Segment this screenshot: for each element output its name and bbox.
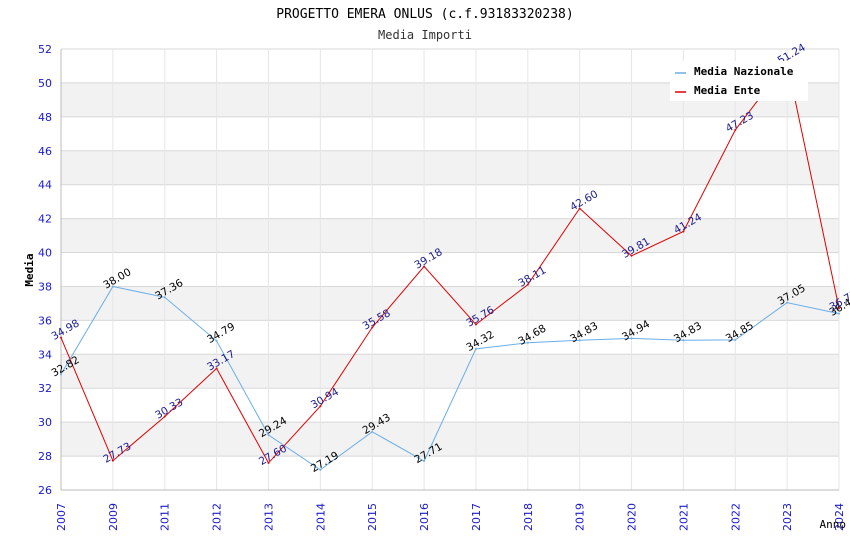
- x-tick-label: 2020: [626, 503, 639, 531]
- data-point-media-ente: [371, 326, 374, 329]
- data-point-media-nazionale: [682, 339, 685, 342]
- data-point-media-nazionale: [474, 347, 477, 350]
- x-tick-label: 2019: [574, 503, 587, 531]
- data-point-media-nazionale: [267, 434, 270, 437]
- y-tick-label: 50: [38, 77, 52, 90]
- data-point-media-nazionale: [526, 341, 529, 344]
- grid-band: [61, 218, 839, 253]
- x-tick-label: 2021: [677, 503, 690, 531]
- data-point-media-ente: [215, 367, 218, 370]
- data-point-media-nazionale: [319, 468, 322, 471]
- y-tick-label: 34: [38, 348, 52, 361]
- y-tick-label: 42: [38, 213, 52, 226]
- legend-label-media-ente: Media Ente: [694, 84, 761, 97]
- grid-band: [61, 286, 839, 321]
- x-axis-label: Anno: [820, 518, 847, 531]
- x-tick-label: 2022: [729, 503, 742, 531]
- x-tick-label: 2016: [418, 503, 431, 531]
- data-point-media-ente: [319, 405, 322, 408]
- legend-label-media-nazionale: Media Nazionale: [694, 65, 794, 78]
- x-tick-label: 2018: [522, 503, 535, 531]
- chart-subtitle: Media Importi: [378, 28, 472, 42]
- grid-band: [61, 456, 839, 490]
- data-point-media-ente: [267, 461, 270, 464]
- y-tick-label: 52: [38, 43, 52, 56]
- data-point-media-nazionale: [630, 337, 633, 340]
- data-point-media-nazionale: [163, 296, 166, 299]
- data-point-media-nazionale: [371, 430, 374, 433]
- grid-band: [61, 422, 839, 457]
- data-point-media-ente: [111, 459, 114, 462]
- grid-band: [61, 320, 839, 355]
- chart-title: PROGETTO EMERA ONLUS (c.f.93183320238): [276, 7, 573, 22]
- series-line-media-nazionale: [60, 285, 840, 471]
- x-tick-label: 2014: [314, 503, 327, 531]
- data-point-media-nazionale: [838, 312, 840, 315]
- grid-band: [61, 184, 839, 219]
- y-tick-label: 46: [38, 145, 52, 158]
- legend-box: [670, 61, 808, 101]
- x-tick-label: 2017: [470, 503, 483, 531]
- y-tick-label: 26: [38, 484, 52, 497]
- grid: [60, 48, 840, 491]
- grid-band: [61, 252, 839, 287]
- series-lines: [60, 60, 840, 471]
- y-tick-label: 44: [38, 179, 52, 192]
- data-point-media-nazionale: [60, 373, 62, 376]
- x-tick-label: 2013: [262, 503, 275, 531]
- series-line-media-ente: [60, 60, 840, 464]
- y-tick-label: 38: [38, 280, 52, 293]
- x-tick-label: 2011: [159, 503, 172, 531]
- data-point-media-ente: [838, 307, 840, 310]
- y-tick-label: 48: [38, 111, 52, 124]
- data-point-media-ente: [423, 265, 426, 268]
- data-point-media-nazionale: [734, 338, 737, 341]
- y-tick-label: 30: [38, 416, 52, 429]
- data-point-media-nazionale: [111, 285, 114, 288]
- data-point-media-ente: [163, 415, 166, 418]
- data-point-media-nazionale: [578, 339, 581, 342]
- x-tick-label: 2023: [781, 503, 794, 531]
- x-tick-label: 2009: [107, 503, 120, 531]
- y-axis-label: Media: [23, 253, 36, 286]
- y-tick-label: 36: [38, 314, 52, 327]
- legend: Media Nazionale Media Ente: [670, 61, 808, 101]
- y-tick-label: 32: [38, 382, 52, 395]
- data-point-media-ente: [474, 323, 477, 326]
- x-tick-label: 2012: [211, 503, 224, 531]
- grid-band: [61, 116, 839, 151]
- data-point-media-ente: [682, 230, 685, 233]
- data-point-media-ente: [526, 283, 529, 286]
- data-point-media-nazionale: [423, 459, 426, 462]
- x-tick-label: 2015: [366, 503, 379, 531]
- y-tick-label: 40: [38, 247, 52, 260]
- data-point-media-ente: [630, 254, 633, 257]
- data-point-media-ente: [60, 336, 62, 339]
- y-tick-label: 28: [38, 450, 52, 463]
- axes: 26 28 30 32 34 36 38 40 42 44 46 48 50 52 2007 2009 2011…: [38, 43, 846, 531]
- grid-band: [61, 150, 839, 185]
- grid-band: [61, 354, 839, 389]
- data-point-media-nazionale: [786, 301, 789, 304]
- x-tick-label: 2024: [833, 503, 846, 531]
- x-tick-label: 2007: [55, 503, 68, 531]
- data-point-media-ente: [578, 207, 581, 210]
- data-point-media-ente: [734, 128, 737, 131]
- data-point-media-nazionale: [215, 339, 218, 342]
